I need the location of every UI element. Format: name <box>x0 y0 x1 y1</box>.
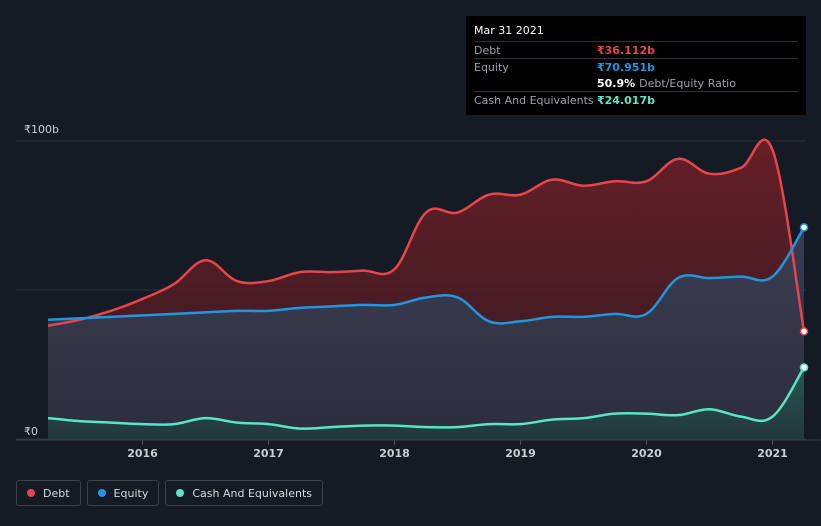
legend-item-cash[interactable]: Cash And Equivalents <box>165 480 323 506</box>
tooltip-panel: Mar 31 2021 Debt ₹36.112b Equity ₹70.951… <box>466 16 806 115</box>
cash-dot-icon <box>176 489 185 497</box>
tooltip-row-equity: Equity ₹70.951b <box>474 58 798 75</box>
equity-end-point <box>799 223 809 232</box>
x-tick-label: 2016 <box>127 447 158 460</box>
y-tick-label: ₹100b <box>24 123 59 136</box>
x-tick-label: 2017 <box>253 447 284 460</box>
debt-dot-icon <box>27 489 35 497</box>
y-tick-label: ₹0 <box>24 425 38 438</box>
tooltip-cash-label: Cash And Equivalents <box>474 93 594 107</box>
legend-cash-label: Cash And Equivalents <box>192 486 312 500</box>
x-tick-label: 2019 <box>505 447 536 460</box>
legend-equity-label: Equity <box>113 486 149 500</box>
tooltip-ratio-text: Debt/Equity Ratio <box>639 76 736 90</box>
tooltip-debt-value: ₹36.112b <box>597 43 655 57</box>
equity-line <box>47 226 806 325</box>
legend-item-debt[interactable]: Debt <box>16 480 81 506</box>
debt-end-point <box>799 327 809 336</box>
x-tick-label: 2018 <box>379 447 410 460</box>
tooltip-row-debt: Debt ₹36.112b <box>474 41 798 58</box>
debt-line <box>47 138 806 332</box>
equity-dot-icon <box>97 489 106 497</box>
x-tick-label: 2020 <box>631 447 662 460</box>
series-lines <box>47 138 806 430</box>
series-areas <box>48 139 804 439</box>
tooltip-ratio-value: 50.9% <box>597 76 636 90</box>
tooltip-row-cash: Cash And Equivalents ₹24.017b <box>474 91 798 108</box>
legend-item-equity[interactable]: Equity <box>86 480 160 506</box>
cash-area <box>48 367 804 439</box>
y-axis: ₹100b ₹0 <box>24 123 59 438</box>
x-tick-label: 2021 <box>757 447 788 460</box>
legend-debt-label: Debt <box>43 486 70 500</box>
tooltip-equity-value: ₹70.951b <box>597 60 655 74</box>
tooltip-debt-label: Debt <box>474 43 501 57</box>
cash-line <box>47 366 806 430</box>
cash-end-point <box>799 363 809 372</box>
tooltip-row-ratio: 50.9% Debt/Equity Ratio <box>474 75 798 91</box>
chart-legend: Debt Equity Cash And Equivalents <box>16 480 323 508</box>
series-endpoints <box>799 223 809 372</box>
tooltip-equity-label: Equity <box>474 60 509 74</box>
tooltip-cash-value: ₹24.017b <box>597 93 655 107</box>
equity-area <box>48 227 804 439</box>
tooltip-date: Mar 31 2021 <box>474 24 544 37</box>
x-axis: 2016 2017 2018 2019 2020 2021 <box>127 440 788 460</box>
